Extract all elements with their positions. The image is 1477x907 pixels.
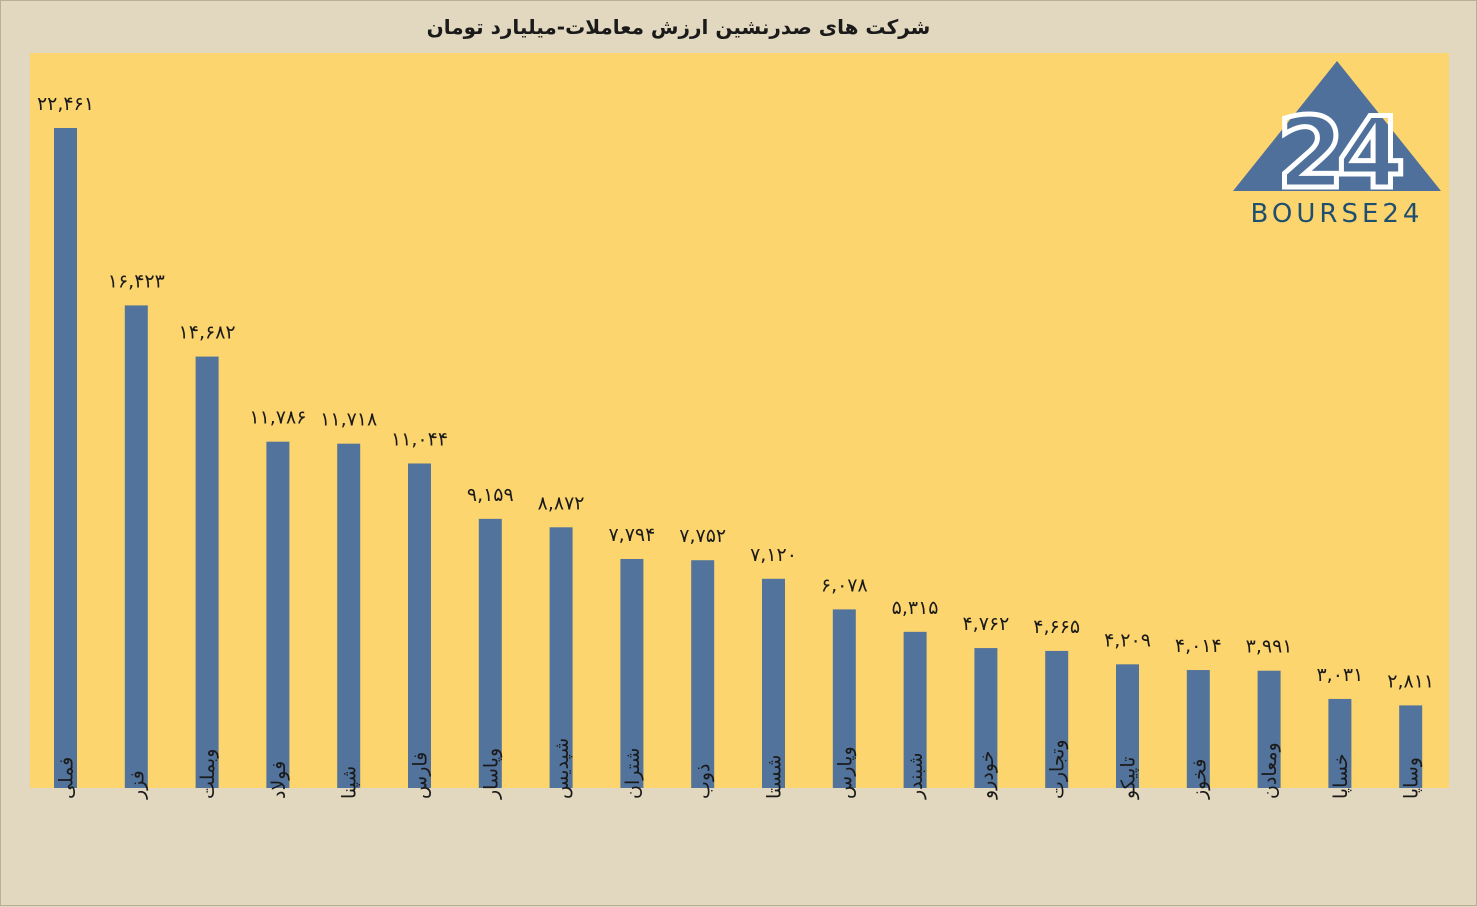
category-label-6: وپاسار	[480, 748, 502, 800]
category-label-7: شپدیس	[551, 738, 573, 799]
category-label-0: فملی	[56, 757, 78, 799]
category-label-9: ذوب	[693, 763, 715, 799]
category-label-19: وساپا	[1401, 757, 1423, 799]
bar-6	[478, 518, 502, 788]
value-label-4: ۱۱,۷۱۸	[320, 409, 377, 431]
value-label-0: ۲۲,۴۶۱	[37, 93, 94, 115]
category-label-18: خساپا	[1330, 753, 1352, 799]
bar-19	[1399, 705, 1423, 788]
bar-2	[195, 356, 219, 788]
category-label-5: فارس	[410, 752, 432, 799]
value-label-13: ۴,۷۶۲	[962, 613, 1009, 635]
value-label-11: ۶,۰۷۸	[821, 574, 868, 596]
value-label-19: ۲,۸۱۱	[1387, 670, 1434, 692]
bourse24-logo: 24 BOURSE24	[1233, 61, 1441, 229]
value-label-7: ۸,۸۷۲	[538, 492, 585, 514]
category-label-8: شتران	[622, 748, 644, 799]
category-label-14: وتجارت	[1047, 739, 1069, 799]
value-label-1: ۱۶,۴۲۳	[108, 270, 165, 292]
bar-9	[691, 560, 715, 788]
bar-17	[1257, 670, 1281, 788]
bar-3	[266, 441, 290, 788]
value-label-5: ۱۱,۰۴۴	[391, 428, 448, 450]
category-label-10: شستا	[764, 755, 786, 799]
value-label-14: ۴,۶۶۵	[1033, 616, 1080, 638]
category-label-13: خودرو	[976, 751, 998, 800]
bar-16	[1186, 670, 1210, 788]
value-label-18: ۳,۰۳۱	[1316, 664, 1363, 686]
value-label-17: ۳,۹۹۱	[1246, 636, 1293, 658]
value-label-9: ۷,۷۵۲	[679, 525, 726, 547]
bar-4	[337, 443, 361, 788]
category-label-11: وپارس	[834, 746, 856, 799]
value-label-2: ۱۴,۶۸۲	[179, 322, 236, 344]
bar-8	[620, 558, 644, 788]
bar-7	[549, 527, 573, 788]
bar-13	[974, 648, 998, 788]
logo-triangle	[1233, 61, 1441, 191]
bar-5	[408, 463, 431, 788]
category-label-15: تاپیکو	[1118, 757, 1140, 800]
bar-1	[124, 305, 148, 788]
bar-0	[54, 128, 77, 788]
category-label-12: شبندر	[905, 752, 927, 800]
category-label-17: ومعادن	[1259, 742, 1281, 799]
category-label-2: وبملت	[197, 749, 219, 799]
bar-11	[832, 609, 856, 788]
bar-18	[1328, 698, 1352, 788]
category-label-4: شپنا	[339, 766, 361, 799]
category-label-3: فولاد	[268, 761, 290, 799]
value-label-3: ۱۱,۷۸۶	[249, 407, 306, 429]
bar-10	[762, 578, 785, 788]
chart-title: شرکت های صدرنشین ارزش معاملات-میلیارد تو…	[426, 15, 931, 39]
bar-15	[1116, 664, 1139, 788]
category-label-16: فخوز	[1188, 759, 1210, 800]
bar-12	[903, 631, 927, 788]
value-label-8: ۷,۷۹۴	[608, 524, 655, 546]
category-label-1: فزر	[126, 770, 148, 800]
value-label-10: ۷,۱۲۰	[750, 544, 797, 566]
value-label-15: ۴,۲۰۹	[1104, 629, 1151, 651]
value-label-6: ۹,۱۵۹	[467, 484, 514, 506]
logo-number: 24	[1277, 97, 1401, 211]
logo-wordmark: BOURSE24	[1251, 199, 1424, 229]
value-label-16: ۴,۰۱۴	[1175, 635, 1222, 657]
bar-14	[1045, 650, 1069, 788]
value-label-12: ۵,۳۱۵	[892, 597, 939, 619]
